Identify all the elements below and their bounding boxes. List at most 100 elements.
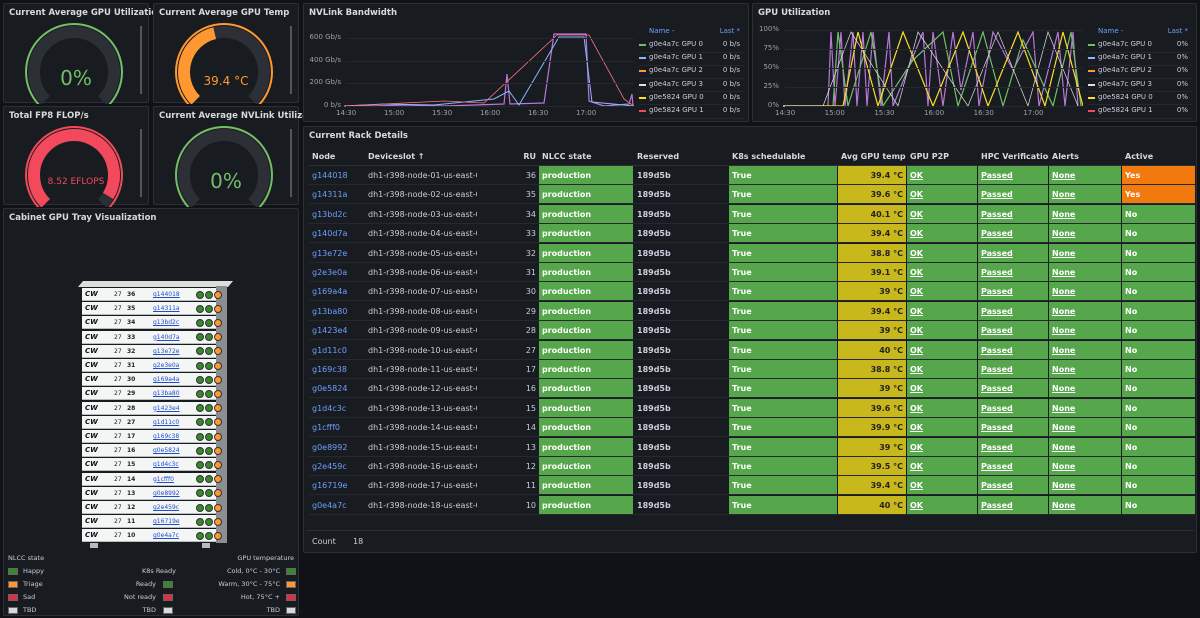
- table-cell[interactable]: OK: [907, 224, 978, 244]
- table-cell[interactable]: g140d7a: [309, 224, 365, 244]
- table-cell[interactable]: None: [1049, 224, 1122, 244]
- tray-node[interactable]: g144018: [153, 291, 180, 298]
- table-cell[interactable]: None: [1049, 457, 1122, 476]
- table-cell[interactable]: None: [1049, 185, 1122, 205]
- tray-node[interactable]: g13bd2c: [153, 319, 180, 327]
- table-cell[interactable]: g13ba80: [309, 302, 365, 321]
- table-cell[interactable]: g169a4a: [309, 282, 365, 302]
- table-cell[interactable]: None: [1049, 418, 1122, 438]
- table-cell[interactable]: OK: [907, 301, 978, 321]
- table-cell[interactable]: g16719e: [309, 476, 365, 496]
- legend-name[interactable]: g0e4a7c GPU 0: [649, 40, 703, 48]
- table-cell[interactable]: Passed: [978, 379, 1049, 399]
- table-cell[interactable]: None: [1049, 340, 1122, 360]
- table-cell[interactable]: Passed: [978, 301, 1049, 321]
- tray-node[interactable]: g14311a: [153, 305, 180, 313]
- table-cell[interactable]: Passed: [978, 282, 1049, 302]
- table-cell[interactable]: None: [1049, 476, 1122, 496]
- legend-name[interactable]: g0e4a7c GPU 1: [1098, 53, 1152, 62]
- table-cell[interactable]: None: [1049, 243, 1122, 263]
- tray-node[interactable]: g140d7a: [153, 333, 180, 341]
- table-cell[interactable]: OK: [907, 243, 978, 263]
- column-header[interactable]: Avg GPU temp: [838, 147, 907, 166]
- tray-node[interactable]: g0e8992: [153, 489, 180, 497]
- legend-name[interactable]: g0e5824 GPU 1: [1098, 106, 1153, 114]
- column-header[interactable]: Node: [309, 147, 365, 166]
- table-cell[interactable]: g0e4a7c: [309, 496, 365, 515]
- tray-node[interactable]: g1423e4: [153, 404, 180, 412]
- table-cell[interactable]: g2e459c: [309, 457, 365, 476]
- table-cell[interactable]: OK: [907, 185, 978, 205]
- table-cell[interactable]: None: [1049, 398, 1122, 418]
- table-cell[interactable]: g0e8992: [309, 438, 365, 457]
- table-cell[interactable]: g1d11c0: [309, 341, 365, 360]
- tray-node[interactable]: g16719e: [153, 518, 180, 526]
- legend-header[interactable]: Name -: [1098, 27, 1124, 35]
- legend-header[interactable]: Last *: [1167, 27, 1188, 35]
- legend-name[interactable]: g0e4a7c GPU 0: [1098, 40, 1152, 48]
- tray-node[interactable]: g13e72e: [153, 347, 180, 355]
- table-cell[interactable]: OK: [907, 166, 978, 185]
- column-header[interactable]: HPC Verification: [978, 147, 1049, 166]
- column-header[interactable]: Active: [1122, 147, 1195, 166]
- legend-name[interactable]: g0e4a7c GPU 2: [649, 66, 703, 75]
- legend-name[interactable]: g0e4a7c GPU 3: [649, 79, 703, 88]
- table-cell[interactable]: Passed: [978, 476, 1049, 496]
- table-cell[interactable]: None: [1049, 379, 1122, 399]
- table-cell[interactable]: OK: [907, 495, 978, 515]
- column-header[interactable]: Reserved: [634, 147, 729, 166]
- table-cell[interactable]: Passed: [978, 204, 1049, 224]
- table-cell[interactable]: OK: [907, 340, 978, 360]
- table-cell[interactable]: OK: [907, 204, 978, 224]
- table-cell[interactable]: Passed: [978, 185, 1049, 205]
- table-cell[interactable]: OK: [907, 437, 978, 457]
- tray-node[interactable]: g0e5824: [153, 447, 180, 455]
- table-cell[interactable]: Passed: [978, 263, 1049, 282]
- table-cell[interactable]: None: [1049, 166, 1122, 185]
- table-cell[interactable]: g14311a: [309, 185, 365, 205]
- table-cell[interactable]: Passed: [978, 495, 1049, 515]
- table-cell[interactable]: Passed: [978, 360, 1049, 379]
- tray-node[interactable]: g1d11c0: [153, 418, 180, 426]
- table-cell[interactable]: g144018: [309, 166, 365, 185]
- table-cell[interactable]: Passed: [978, 398, 1049, 418]
- tray-node[interactable]: g2e459c: [153, 504, 180, 511]
- legend-name[interactable]: g0e5824 GPU 0: [649, 92, 704, 101]
- legend-name[interactable]: g0e4a7c GPU 3: [1098, 79, 1152, 88]
- table-cell[interactable]: g13bd2c: [309, 205, 365, 224]
- legend-header[interactable]: Name -: [649, 27, 675, 35]
- column-header[interactable]: K8s schedulable: [729, 147, 838, 166]
- tray-node[interactable]: g169c38: [153, 433, 180, 440]
- column-header[interactable]: RU: [477, 147, 539, 166]
- table-cell[interactable]: Passed: [978, 224, 1049, 244]
- table-cell[interactable]: Passed: [978, 243, 1049, 263]
- legend-name[interactable]: g0e5824 GPU 0: [1098, 92, 1153, 101]
- column-header[interactable]: NLCC state: [539, 147, 634, 166]
- tray-node[interactable]: g169a4a: [153, 376, 180, 384]
- table-cell[interactable]: g169c38: [309, 360, 365, 379]
- table-cell[interactable]: Passed: [978, 437, 1049, 457]
- table-cell[interactable]: g2e3e0a: [309, 263, 365, 282]
- table-cell[interactable]: OK: [907, 457, 978, 476]
- column-header[interactable]: Deviceslot ↑: [365, 147, 477, 166]
- table-cell[interactable]: g1423e4: [309, 321, 365, 341]
- table-cell[interactable]: OK: [907, 379, 978, 399]
- table-cell[interactable]: Passed: [978, 457, 1049, 476]
- tray-node[interactable]: g13ba80: [153, 390, 180, 398]
- table-cell[interactable]: None: [1049, 301, 1122, 321]
- table-cell[interactable]: Passed: [978, 340, 1049, 360]
- table-cell[interactable]: Passed: [978, 418, 1049, 438]
- table-cell[interactable]: g1cfff0: [309, 418, 365, 438]
- table-cell[interactable]: None: [1049, 204, 1122, 224]
- table-cell[interactable]: None: [1049, 360, 1122, 379]
- legend-name[interactable]: g0e4a7c GPU 1: [649, 53, 703, 62]
- table-cell[interactable]: OK: [907, 360, 978, 379]
- table-cell[interactable]: OK: [907, 476, 978, 496]
- table-cell[interactable]: g13e72e: [309, 244, 365, 263]
- table-cell[interactable]: g0e5824: [309, 379, 365, 399]
- legend-name[interactable]: g0e4a7c GPU 2: [1098, 66, 1152, 75]
- table-cell[interactable]: Passed: [978, 321, 1049, 341]
- table-cell[interactable]: None: [1049, 263, 1122, 282]
- table-cell[interactable]: OK: [907, 282, 978, 302]
- tray-node[interactable]: g1d4c3c: [153, 461, 179, 469]
